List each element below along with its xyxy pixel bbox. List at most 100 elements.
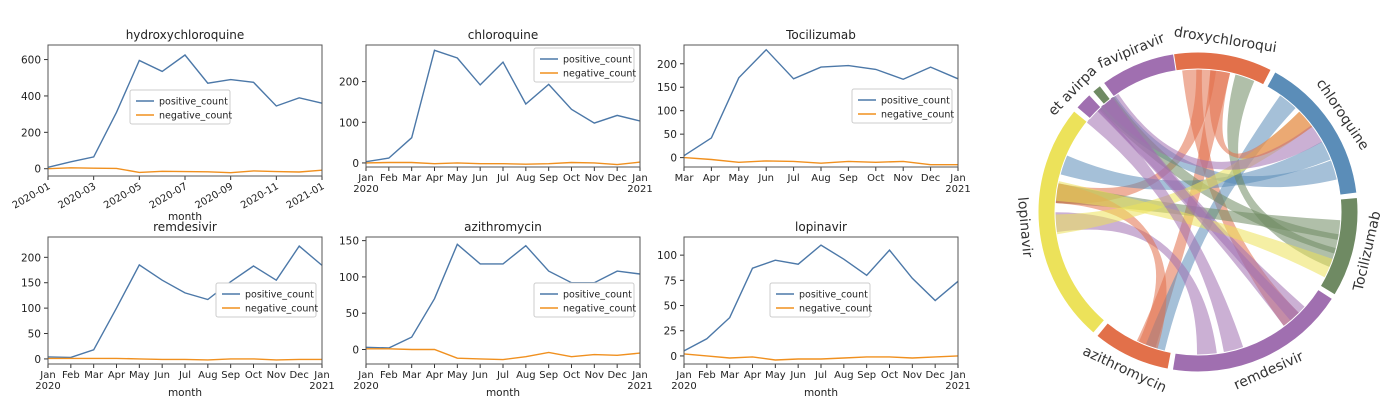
legend: positive_count negative_count (533, 47, 636, 83)
x-tick-label: Aug (834, 370, 854, 381)
x-tick-label: Nov (585, 370, 605, 381)
x-tick-label-line: Mar (720, 370, 740, 381)
x-tick-label: Jul (496, 370, 509, 381)
chord-arc (1171, 288, 1334, 373)
legend: positive_count negative_count (215, 282, 318, 318)
x-tick-label-line: 2020 (353, 184, 378, 195)
x-tick-label-line: Jan (357, 370, 373, 381)
series-line-positive_count (47, 54, 323, 168)
series-line-negative_count (365, 161, 641, 166)
y-tick-label: 150 (21, 278, 41, 290)
x-tick-label: Mar (675, 173, 695, 184)
x-tick-label: 2020-03 (56, 181, 98, 211)
x-tick-label: Oct (563, 173, 580, 184)
chord-ribbon (1209, 69, 1313, 159)
x-tick-label-line: Mar (675, 173, 695, 184)
x-tick-label-line: Nov (893, 173, 913, 184)
x-tick-label: 2020-05 (102, 181, 144, 211)
plot-frame (47, 44, 323, 177)
chart-title: azithromycin (464, 220, 542, 234)
x-tick-label-line: Jun (471, 173, 488, 184)
chord-arc (1037, 110, 1106, 334)
x-tick-label-line: Apr (703, 173, 721, 184)
x-tick-label: Sep (221, 370, 240, 381)
x-tick-label: Feb (62, 370, 80, 381)
x-tick-label: Mar (720, 370, 740, 381)
x-tick-label-line: 2021 (627, 184, 652, 195)
legend-box (769, 282, 871, 318)
chord-label: droxychloroqui (1173, 24, 1278, 56)
x-tick-label: Jun (153, 370, 170, 381)
x-tick-label-line: Sep (839, 173, 858, 184)
chord-arc (1096, 322, 1172, 370)
x-tick-label-line: Aug (516, 370, 536, 381)
plot-frame (365, 236, 641, 365)
y-tick-label: 200 (657, 59, 677, 71)
x-tick-label-line: Dec (607, 173, 626, 184)
legend-label: negative_count (563, 69, 636, 80)
x-tick-label: Sep (539, 370, 558, 381)
x-tick-label: Jan 2021 (945, 370, 970, 392)
legend-label: positive_count (563, 55, 632, 66)
x-tick-label-line: Apr (108, 370, 126, 381)
legend-box (851, 88, 953, 124)
x-tick-label: Nov (903, 370, 923, 381)
x-tick-label: Feb (380, 173, 398, 184)
x-tick-label-line: Sep (539, 370, 558, 381)
y-tick-label: 200 (21, 252, 41, 264)
x-tick-label: Oct (563, 370, 580, 381)
x-tick-label: Apr (703, 173, 721, 184)
x-tick-label: May (129, 370, 150, 381)
x-tick-label-line: May (129, 370, 150, 381)
x-tick-label-line: Nov (903, 370, 923, 381)
y-tick-label: 0 (352, 344, 359, 356)
x-tick-label: 2020-09 (193, 181, 235, 211)
x-tick-label-line: Jul (814, 370, 827, 381)
chord-arc (1091, 84, 1112, 106)
chart-3: Tocilizumab 0 50 100 150 200 Mar Apr May Jun Jul Au… (657, 28, 971, 195)
x-tick-label-line: Apr (744, 370, 762, 381)
x-tick-label: 2021-01 (285, 181, 327, 211)
x-tick-label-line: Feb (380, 173, 398, 184)
x-tick-label-line: Jul (496, 173, 509, 184)
chart-title: chloroquine (468, 28, 538, 42)
x-tick-label: Apr (426, 370, 444, 381)
x-tick-label: Apr (108, 370, 126, 381)
x-tick-label: Nov (893, 173, 913, 184)
y-tick-label: 100 (657, 106, 677, 118)
x-tick-label: Feb (380, 370, 398, 381)
series-line-positive_count (47, 245, 323, 359)
y-tick-label: 0 (34, 354, 41, 366)
legend: positive_count negative_count (533, 282, 636, 318)
x-tick-label-line: Oct (563, 370, 580, 381)
x-tick-label-line: Feb (62, 370, 80, 381)
y-tick-label: 50 (28, 329, 41, 341)
y-tick-label: 100 (339, 272, 359, 284)
x-tick-label: Aug (516, 370, 536, 381)
y-tick-label: 0 (670, 153, 677, 165)
legend-label: negative_count (881, 110, 954, 121)
x-tick-label-line: Aug (834, 370, 854, 381)
x-tick-label-line: Jul (496, 370, 509, 381)
x-tick-label: Jul (787, 173, 800, 184)
x-tick-label: Jun (757, 173, 774, 184)
x-tick-label: Mar (402, 370, 422, 381)
y-tick-label: 75 (664, 275, 677, 287)
chart-title: Tocilizumab (785, 28, 856, 42)
x-tick-label: Apr (744, 370, 762, 381)
x-tick-label: Oct (881, 370, 898, 381)
x-tick-label: Jul (496, 173, 509, 184)
legend-box (533, 282, 635, 318)
x-tick-label: Jun (471, 370, 488, 381)
x-tick-label-line: 2020 (671, 381, 696, 392)
chord-arc (1102, 53, 1177, 98)
x-tick-label: Jan 2020 (353, 370, 378, 392)
x-tick-label: Jan 2021 (627, 173, 652, 195)
series-line-positive_count (683, 48, 959, 157)
x-tick-label-line: Oct (563, 173, 580, 184)
x-tick-label-line: Apr (426, 370, 444, 381)
y-tick-label: 100 (339, 117, 359, 129)
x-tick-label-line: Mar (402, 173, 422, 184)
